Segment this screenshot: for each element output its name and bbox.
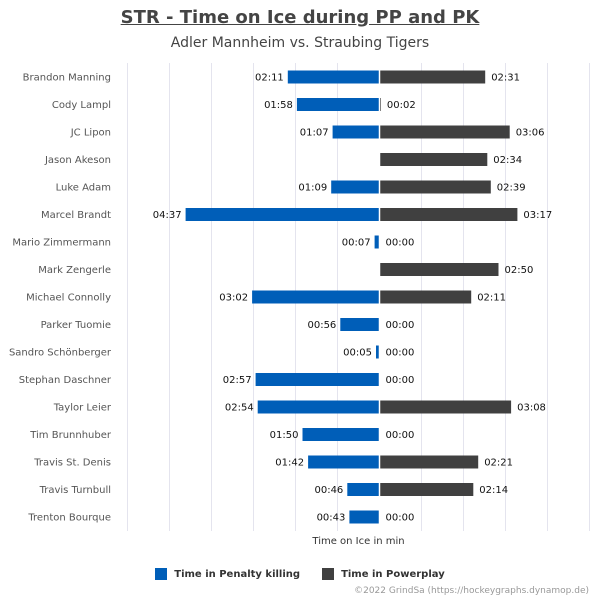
legend-item-penalty-killing: Time in Penalty killing xyxy=(155,568,300,580)
legend: Time in Penalty killing Time in Powerpla… xyxy=(0,568,600,580)
value-label-penalty-killing: 00:46 xyxy=(314,485,343,496)
player-label: Michael Connolly xyxy=(26,293,111,304)
player-label: Tim Brunnhuber xyxy=(29,430,112,441)
bar-powerplay xyxy=(379,208,518,221)
bar-powerplay xyxy=(379,483,474,496)
bar-powerplay xyxy=(379,180,491,194)
value-label-powerplay: 00:00 xyxy=(386,375,415,386)
value-label-powerplay: 02:39 xyxy=(497,183,526,194)
value-label-powerplay: 03:06 xyxy=(516,128,545,139)
value-label-penalty-killing: 03:02 xyxy=(219,293,248,304)
legend-label-powerplay: Time in Powerplay xyxy=(341,568,445,580)
player-label: Sandro Schönberger xyxy=(9,348,112,359)
chart-subtitle: Adler Mannheim vs. Straubing Tigers xyxy=(170,35,430,51)
bar-powerplay xyxy=(379,70,486,84)
bar-powerplay xyxy=(379,125,510,139)
value-label-powerplay: 02:21 xyxy=(484,458,513,469)
value-label-penalty-killing: 02:57 xyxy=(223,375,252,386)
bar-penalty-killing xyxy=(376,345,380,359)
bar-penalty-killing xyxy=(347,483,380,496)
bar-penalty-killing xyxy=(302,428,380,441)
player-label: Taylor Leier xyxy=(53,403,112,414)
value-label-powerplay: 00:00 xyxy=(386,430,415,441)
bar-penalty-killing xyxy=(349,510,380,524)
legend-swatch-powerplay xyxy=(322,568,335,580)
player-label: Cody Lampl xyxy=(52,100,111,111)
value-label-penalty-killing: 00:07 xyxy=(342,238,371,249)
legend-label-penalty-killing: Time in Penalty killing xyxy=(174,568,301,580)
player-label: JC Lipon xyxy=(70,128,111,139)
player-label: Brandon Manning xyxy=(23,73,111,84)
value-label-powerplay: 00:00 xyxy=(386,238,415,249)
legend-item-powerplay: Time in Powerplay xyxy=(322,568,445,580)
value-label-powerplay: 02:50 xyxy=(505,265,534,276)
player-label: Travis St. Denis xyxy=(33,458,111,469)
bar-penalty-killing xyxy=(332,125,380,139)
bar-penalty-killing xyxy=(252,290,380,304)
legend-swatch-penalty-killing xyxy=(155,568,168,580)
value-label-penalty-killing: 01:09 xyxy=(298,183,327,194)
bar-powerplay xyxy=(379,263,499,276)
value-label-penalty-killing: 04:37 xyxy=(153,210,182,221)
bar-penalty-killing xyxy=(331,180,380,194)
bar-powerplay xyxy=(379,290,472,304)
value-label-penalty-killing: 02:54 xyxy=(225,403,254,414)
player-label: Jason Akeson xyxy=(44,155,111,166)
chart-title: STR - Time on Ice during PP and PK xyxy=(120,7,480,28)
bar-penalty-killing xyxy=(296,98,380,111)
value-label-penalty-killing: 01:42 xyxy=(275,458,304,469)
value-label-penalty-killing: 00:05 xyxy=(343,348,372,359)
bar-penalty-killing xyxy=(340,318,380,331)
player-label: Marcel Brandt xyxy=(41,210,111,221)
value-label-powerplay: 00:00 xyxy=(386,320,415,331)
bar-powerplay xyxy=(379,455,479,469)
player-label: Parker Tuomie xyxy=(41,320,111,331)
bar-penalty-killing xyxy=(185,208,380,221)
value-label-penalty-killing: 02:11 xyxy=(255,73,284,84)
value-label-powerplay: 00:02 xyxy=(387,100,416,111)
value-label-penalty-killing: 00:43 xyxy=(317,513,346,524)
bar-penalty-killing xyxy=(374,235,380,249)
value-label-powerplay: 02:31 xyxy=(491,73,520,84)
value-label-powerplay: 00:00 xyxy=(386,348,415,359)
bar-penalty-killing xyxy=(287,70,380,84)
bar-powerplay xyxy=(379,153,488,166)
value-label-penalty-killing: 01:07 xyxy=(300,128,329,139)
player-label: Stephan Daschner xyxy=(19,375,112,386)
player-label: Mark Zengerle xyxy=(38,265,111,276)
bar-penalty-killing xyxy=(255,373,380,386)
player-label: Travis Turnbull xyxy=(39,485,111,496)
player-label: Luke Adam xyxy=(56,183,111,194)
value-label-powerplay: 02:14 xyxy=(479,485,508,496)
bar-penalty-killing xyxy=(308,455,380,469)
player-label: Mario Zimmermann xyxy=(12,238,111,249)
value-label-powerplay: 03:17 xyxy=(523,210,552,221)
value-label-powerplay: 03:08 xyxy=(517,403,546,414)
x-axis-label: Time on Ice in min xyxy=(312,536,405,547)
player-label: Trenton Bourque xyxy=(27,513,111,524)
value-label-powerplay: 02:34 xyxy=(493,155,522,166)
value-label-penalty-killing: 01:58 xyxy=(264,100,293,111)
bar-penalty-killing xyxy=(257,400,380,414)
value-label-penalty-killing: 00:56 xyxy=(307,320,336,331)
value-label-powerplay: 02:11 xyxy=(477,293,506,304)
value-label-powerplay: 00:00 xyxy=(386,513,415,524)
bar-powerplay xyxy=(379,400,512,414)
value-label-penalty-killing: 01:50 xyxy=(270,430,299,441)
copyright-footer: ©2022 GrindSa (https://hockeygraphs.dyna… xyxy=(354,586,589,596)
